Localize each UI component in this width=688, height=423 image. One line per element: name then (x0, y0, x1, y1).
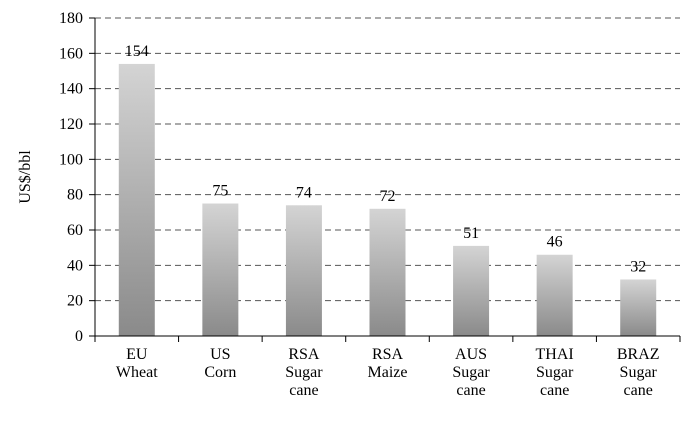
x-tick-label: BRAZ Sugar cane (616, 346, 660, 399)
x-tick-label: EU Wheat (115, 346, 158, 381)
y-tick-label: 20 (67, 293, 83, 310)
y-tick-label: 180 (59, 10, 83, 27)
bar (285, 205, 322, 336)
y-tick-label: 160 (59, 45, 83, 62)
bar (118, 63, 155, 336)
data-label: 154 (125, 43, 149, 60)
bar (369, 208, 406, 336)
data-label: 75 (212, 183, 228, 200)
data-label: 46 (547, 234, 563, 251)
y-tick-label: 40 (67, 257, 83, 274)
y-tick-label: 140 (59, 81, 83, 98)
x-tick-label: RSA Sugar cane (285, 346, 323, 399)
x-tick-label: US Corn (204, 346, 237, 381)
bar (453, 245, 490, 336)
data-label: 32 (630, 258, 646, 275)
data-label: 51 (463, 225, 479, 242)
data-label: 72 (380, 188, 396, 205)
data-label: 74 (296, 184, 312, 201)
bar (536, 254, 573, 336)
y-axis-label: US$/bbl (17, 150, 34, 204)
bar (620, 279, 657, 336)
y-tick-label: 60 (67, 222, 83, 239)
y-tick-label: 100 (59, 151, 83, 168)
bar (202, 203, 239, 336)
y-tick-label: 0 (75, 328, 83, 345)
x-tick-label: AUS Sugar cane (452, 346, 490, 399)
x-tick-label: RSA Maize (367, 346, 408, 381)
y-tick-label: 80 (67, 187, 83, 204)
y-tick-label: 120 (59, 116, 83, 133)
x-tick-label: THAI Sugar cane (535, 346, 574, 399)
